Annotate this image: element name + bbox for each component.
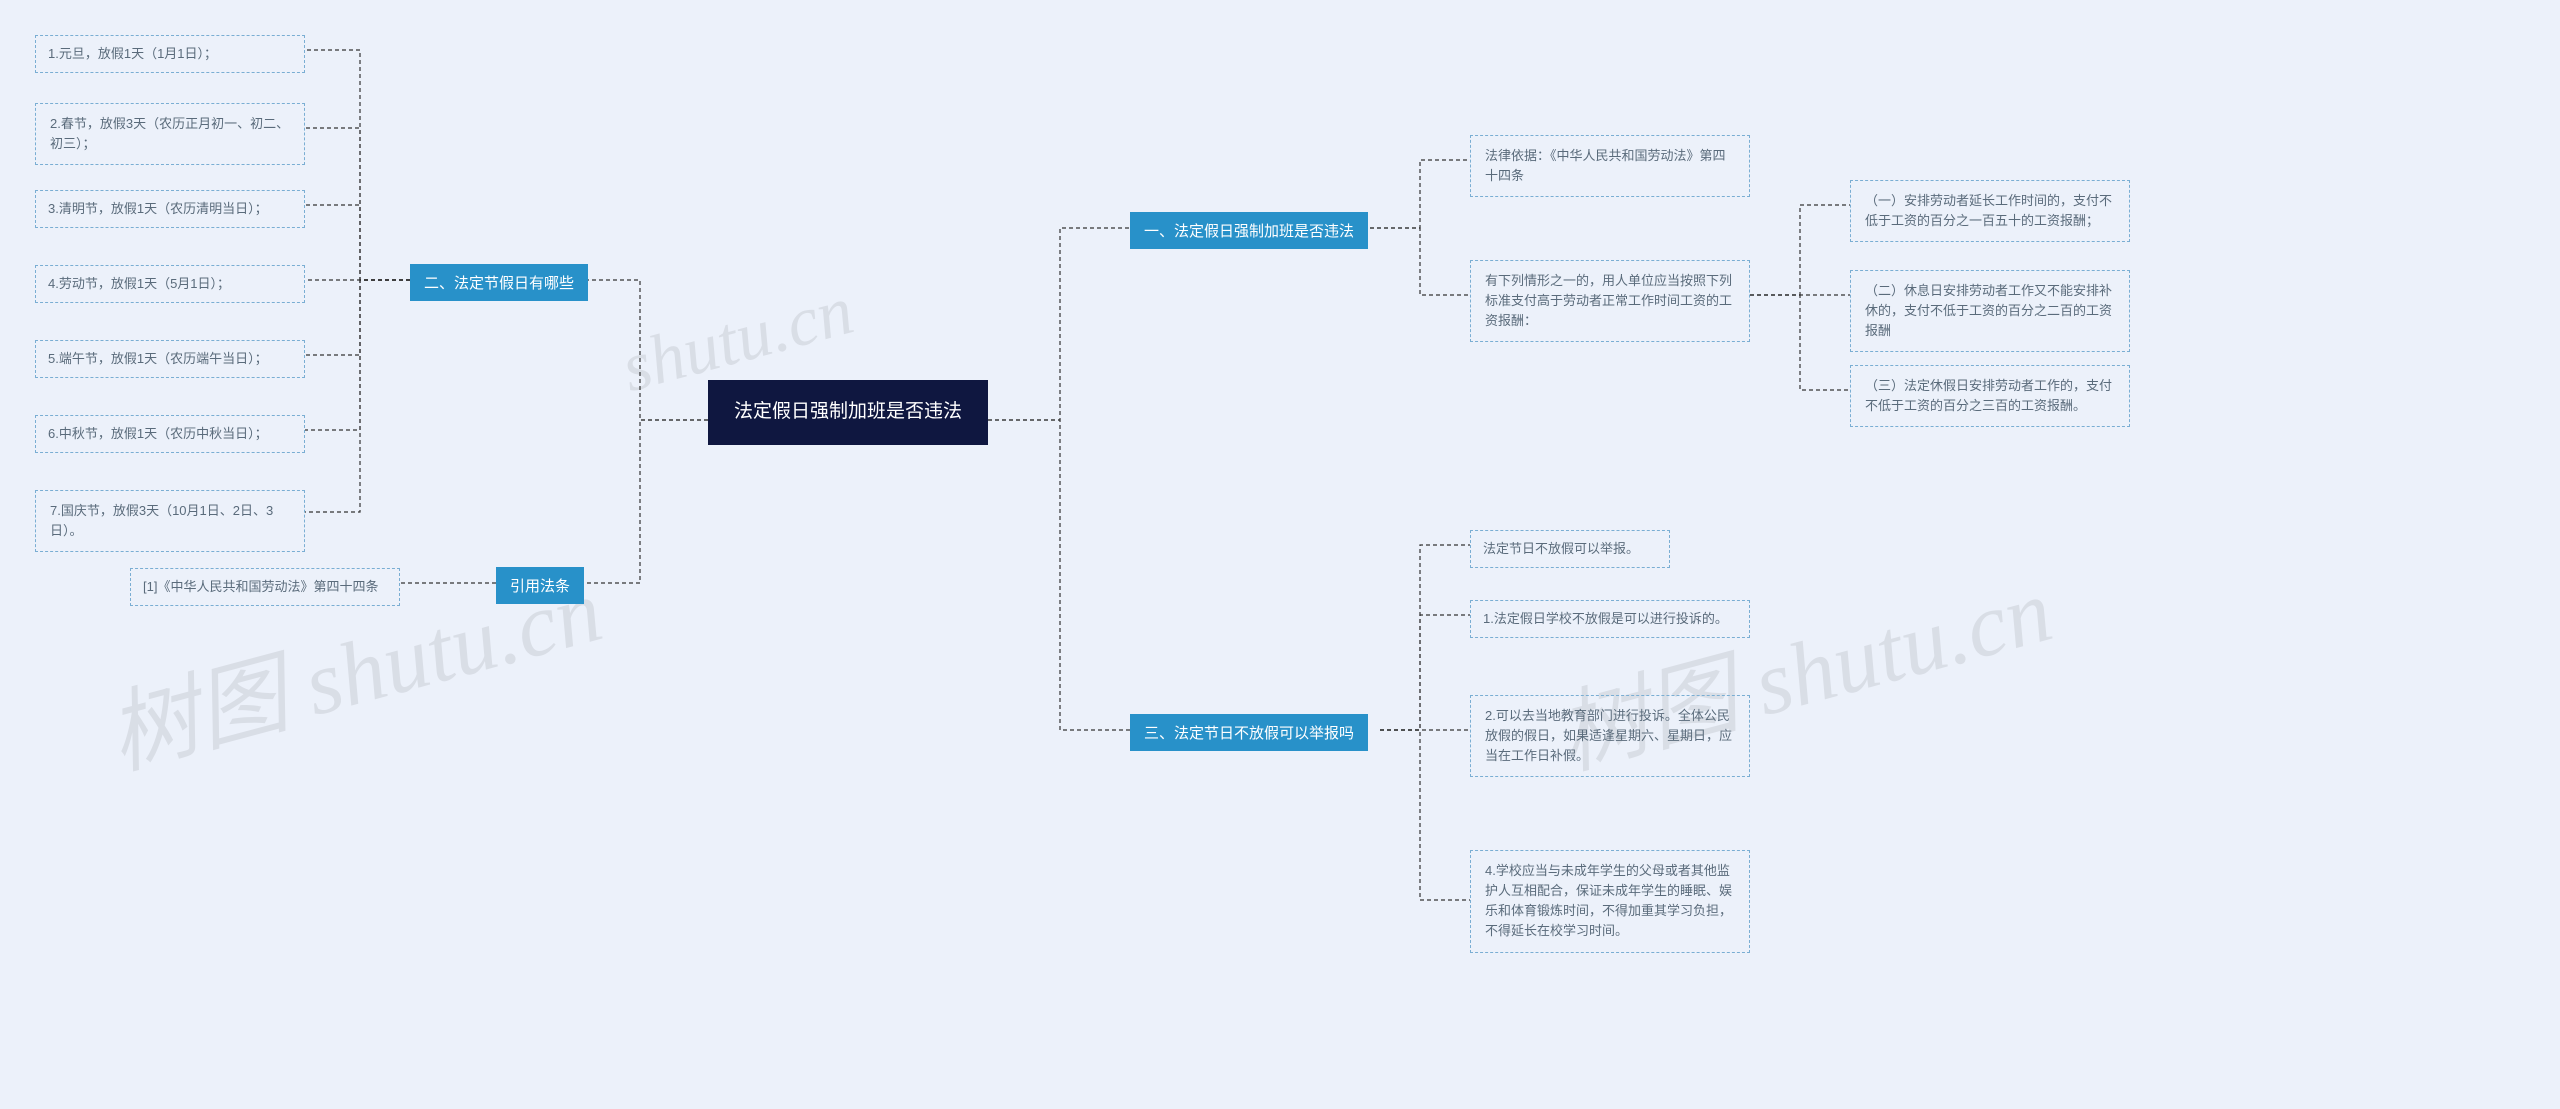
root-node: 法定假日强制加班是否违法 [708,380,988,445]
branch-1: 一、法定假日强制加班是否违法 [1130,212,1368,249]
branch-1-leaf-2: 有下列情形之一的，用人单位应当按照下列标准支付高于劳动者正常工作时间工资的工资报… [1470,260,1750,342]
branch-3-leaf-4: 4.学校应当与未成年学生的父母或者其他监护人互相配合，保证未成年学生的睡眠、娱乐… [1470,850,1750,953]
branch-4: 引用法条 [496,567,584,604]
branch-2: 二、法定节假日有哪些 [410,264,588,301]
branch-1-leaf-2-child-2: （二）休息日安排劳动者工作又不能安排补休的，支付不低于工资的百分之二百的工资报酬 [1850,270,2130,352]
branch-3-leaf-1: 法定节日不放假可以举报。 [1470,530,1670,568]
connector-lines [0,0,2560,1109]
branch-2-leaf-3: 3.清明节，放假1天（农历清明当日）； [35,190,305,228]
branch-4-leaf-1: [1]《中华人民共和国劳动法》第四十四条 [130,568,400,606]
branch-2-leaf-1: 1.元旦，放假1天（1月1日）； [35,35,305,73]
branch-1-leaf-2-child-3: （三）法定休假日安排劳动者工作的，支付不低于工资的百分之三百的工资报酬。 [1850,365,2130,427]
branch-2-leaf-5: 5.端午节，放假1天（农历端午当日）； [35,340,305,378]
branch-3: 三、法定节日不放假可以举报吗 [1130,714,1368,751]
branch-2-leaf-6: 6.中秋节，放假1天（农历中秋当日）； [35,415,305,453]
branch-3-leaf-3: 2.可以去当地教育部门进行投诉。全体公民放假的假日，如果适逢星期六、星期日，应当… [1470,695,1750,777]
branch-2-leaf-7: 7.国庆节，放假3天（10月1日、2日、3日）。 [35,490,305,552]
branch-2-leaf-4: 4.劳动节，放假1天（5月1日）； [35,265,305,303]
branch-3-leaf-2: 1.法定假日学校不放假是可以进行投诉的。 [1470,600,1750,638]
branch-1-leaf-2-child-1: （一）安排劳动者延长工作时间的，支付不低于工资的百分之一百五十的工资报酬； [1850,180,2130,242]
branch-2-leaf-2: 2.春节，放假3天（农历正月初一、初二、初三）； [35,103,305,165]
branch-1-leaf-1: 法律依据：《中华人民共和国劳动法》第四十四条 [1470,135,1750,197]
